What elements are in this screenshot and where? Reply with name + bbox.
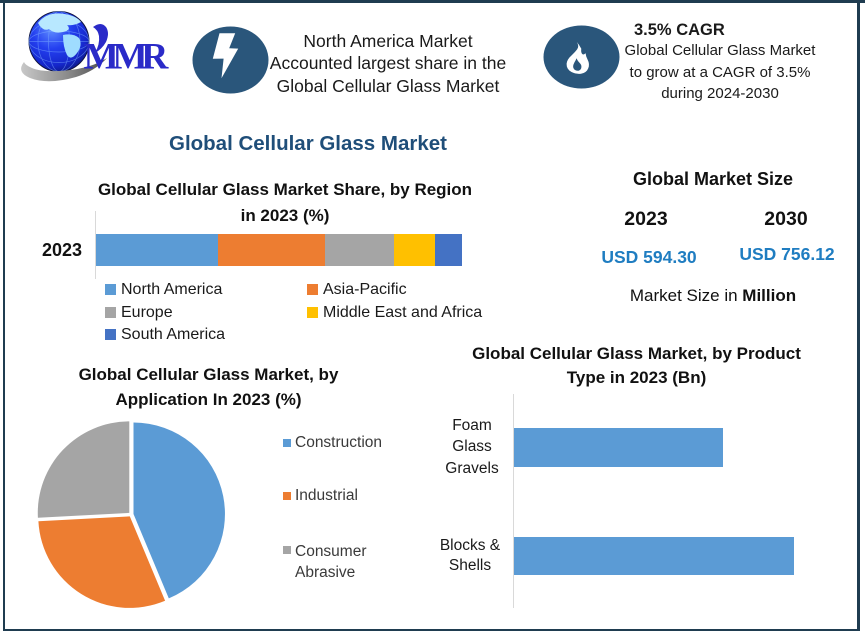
svg-text:MMR: MMR bbox=[84, 37, 170, 78]
